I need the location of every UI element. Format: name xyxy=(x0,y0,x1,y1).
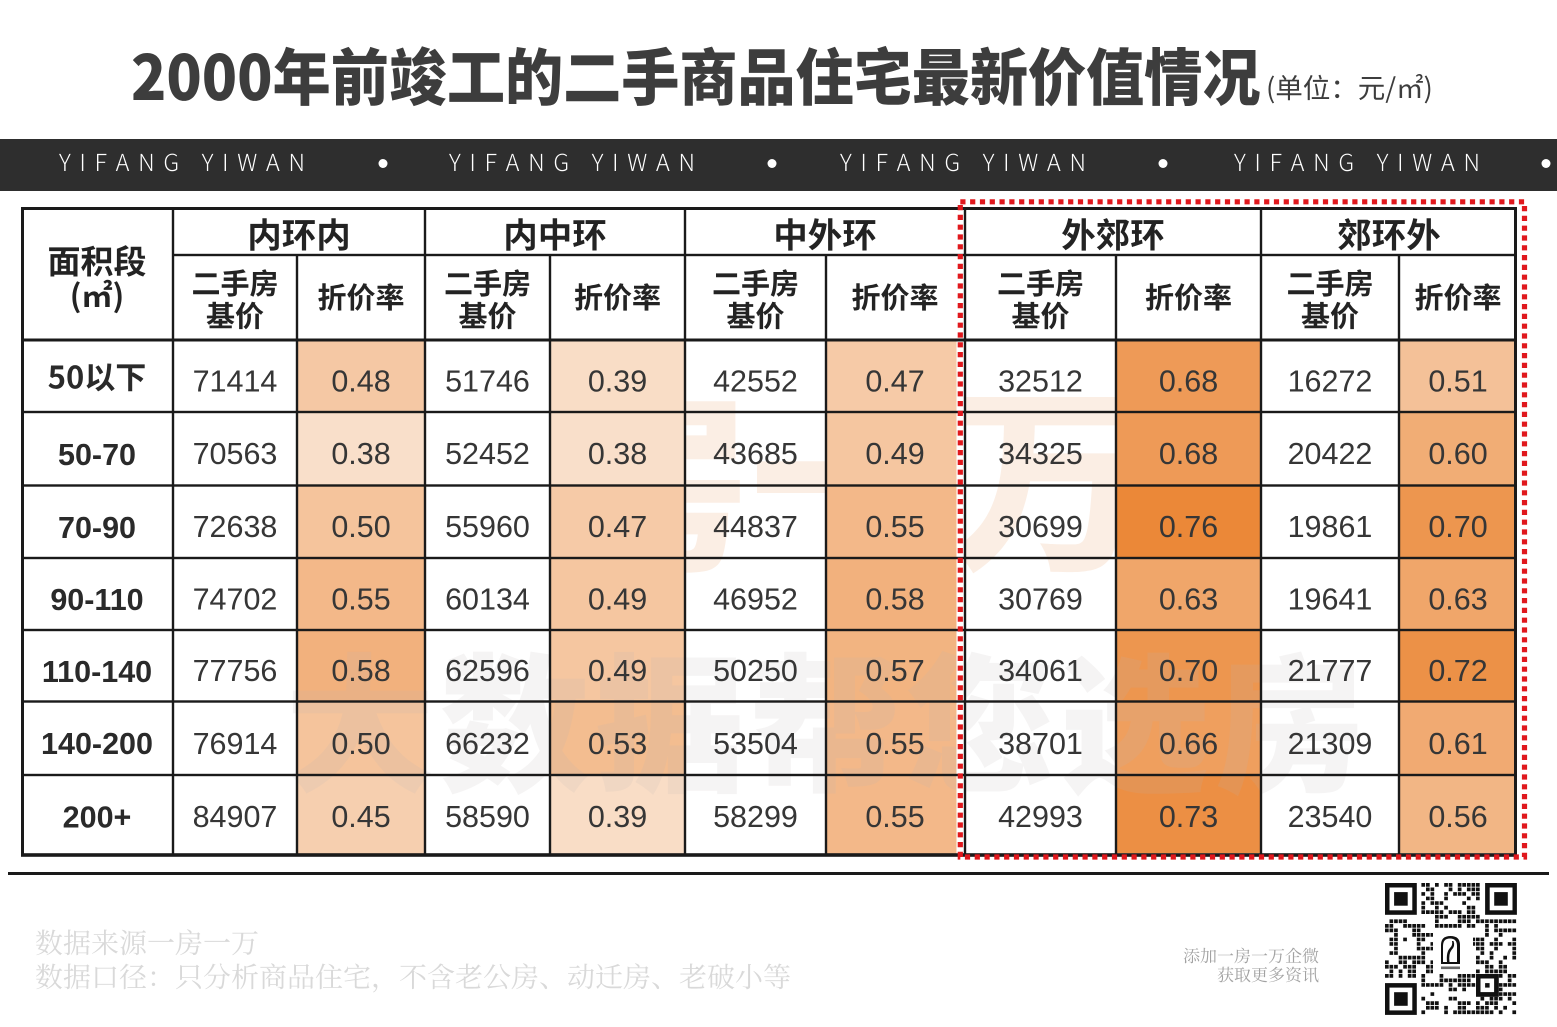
svg-text:19641: 19641 xyxy=(1288,583,1373,617)
svg-text:50250: 50250 xyxy=(713,654,798,688)
svg-text:0.60: 0.60 xyxy=(1428,437,1487,471)
svg-text:43685: 43685 xyxy=(713,437,798,471)
svg-text:19861: 19861 xyxy=(1288,510,1373,544)
svg-text:0.55: 0.55 xyxy=(331,583,390,617)
svg-text:0.38: 0.38 xyxy=(331,437,390,471)
svg-text:0.76: 0.76 xyxy=(1159,510,1218,544)
svg-text:60134: 60134 xyxy=(445,583,530,617)
svg-text:0.55: 0.55 xyxy=(865,727,924,761)
svg-text:44837: 44837 xyxy=(713,510,798,544)
svg-text:77756: 77756 xyxy=(193,654,278,688)
svg-text:30699: 30699 xyxy=(998,510,1083,544)
svg-text:0.66: 0.66 xyxy=(1159,727,1218,761)
svg-text:0.63: 0.63 xyxy=(1428,583,1487,617)
svg-text:140-200: 140-200 xyxy=(41,727,153,761)
svg-text:42552: 42552 xyxy=(713,365,798,399)
svg-text:0.61: 0.61 xyxy=(1428,727,1487,761)
svg-text:0.47: 0.47 xyxy=(865,365,924,399)
svg-text:76914: 76914 xyxy=(193,727,278,761)
svg-text:90-110: 90-110 xyxy=(50,583,143,617)
svg-text:66232: 66232 xyxy=(445,727,530,761)
svg-text:23540: 23540 xyxy=(1288,800,1373,834)
svg-text:0.38: 0.38 xyxy=(588,437,647,471)
svg-text:0.70: 0.70 xyxy=(1159,654,1218,688)
svg-text:21777: 21777 xyxy=(1288,654,1373,688)
svg-text:52452: 52452 xyxy=(445,437,530,471)
svg-text:0.55: 0.55 xyxy=(865,510,924,544)
svg-text:51746: 51746 xyxy=(445,365,530,399)
svg-text:0.50: 0.50 xyxy=(331,727,390,761)
svg-text:0.51: 0.51 xyxy=(1428,365,1487,399)
svg-text:53504: 53504 xyxy=(713,727,798,761)
svg-text:0.45: 0.45 xyxy=(331,800,390,834)
svg-text:0.70: 0.70 xyxy=(1428,510,1487,544)
svg-text:110-140: 110-140 xyxy=(42,655,152,689)
svg-text:62596: 62596 xyxy=(445,654,530,688)
svg-text:0.72: 0.72 xyxy=(1428,654,1487,688)
svg-text:84907: 84907 xyxy=(193,800,278,834)
svg-text:0.49: 0.49 xyxy=(588,654,647,688)
svg-text:21309: 21309 xyxy=(1288,727,1373,761)
svg-text:0.39: 0.39 xyxy=(588,365,647,399)
svg-text:38701: 38701 xyxy=(998,727,1083,761)
svg-text:0.39: 0.39 xyxy=(588,800,647,834)
svg-text:34061: 34061 xyxy=(998,654,1083,688)
svg-text:20422: 20422 xyxy=(1288,437,1373,471)
svg-text:0.58: 0.58 xyxy=(865,583,924,617)
svg-text:0.49: 0.49 xyxy=(588,583,647,617)
svg-text:0.50: 0.50 xyxy=(331,510,390,544)
svg-text:34325: 34325 xyxy=(998,437,1083,471)
svg-text:70-90: 70-90 xyxy=(58,511,136,545)
svg-text:200+: 200+ xyxy=(63,801,132,835)
svg-text:70563: 70563 xyxy=(193,437,278,471)
svg-text:0.49: 0.49 xyxy=(865,437,924,471)
svg-text:16272: 16272 xyxy=(1288,365,1373,399)
svg-text:74702: 74702 xyxy=(193,583,278,617)
svg-text:0.63: 0.63 xyxy=(1159,583,1218,617)
svg-text:46952: 46952 xyxy=(713,583,798,617)
svg-text:0.73: 0.73 xyxy=(1159,800,1218,834)
svg-text:0.53: 0.53 xyxy=(588,727,647,761)
svg-text:0.68: 0.68 xyxy=(1159,437,1218,471)
svg-text:0.58: 0.58 xyxy=(331,654,390,688)
svg-text:0.56: 0.56 xyxy=(1428,800,1487,834)
svg-text:58590: 58590 xyxy=(445,800,530,834)
svg-text:0.68: 0.68 xyxy=(1159,365,1218,399)
svg-text:55960: 55960 xyxy=(445,510,530,544)
svg-text:50-70: 50-70 xyxy=(58,438,136,472)
svg-text:71414: 71414 xyxy=(193,365,278,399)
svg-text:58299: 58299 xyxy=(713,800,798,834)
svg-text:0.57: 0.57 xyxy=(865,654,924,688)
svg-text:30769: 30769 xyxy=(998,583,1083,617)
svg-text:42993: 42993 xyxy=(998,800,1083,834)
svg-text:0.55: 0.55 xyxy=(865,800,924,834)
svg-text:32512: 32512 xyxy=(998,365,1083,399)
svg-text:0.47: 0.47 xyxy=(588,510,647,544)
svg-text:72638: 72638 xyxy=(193,510,278,544)
svg-text:0.48: 0.48 xyxy=(331,365,390,399)
